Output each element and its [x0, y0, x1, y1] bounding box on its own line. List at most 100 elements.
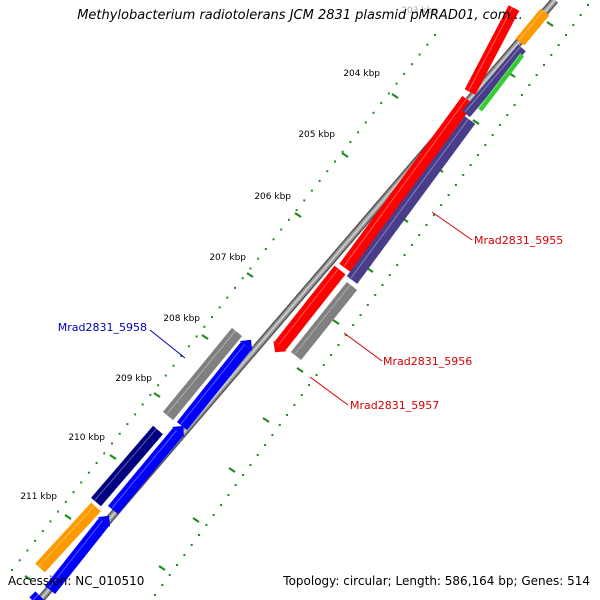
gene-highlight [478, 52, 522, 109]
gene-highlight [518, 9, 545, 41]
tick-dot [11, 569, 13, 571]
tick-dot [410, 63, 413, 66]
gene-label[interactable]: Mrad2831_5958 [58, 321, 147, 334]
gene-body [515, 8, 550, 46]
kbp-label: 205 kbp [298, 130, 335, 140]
gene-body [346, 116, 476, 284]
accession-label: Accession: NC_010510 [8, 574, 145, 588]
tick-dot [141, 403, 144, 406]
tick-dot [190, 544, 193, 546]
kbp-label: 209 kbp [115, 374, 152, 384]
tick-dot [164, 374, 167, 377]
major-ticks [24, 21, 554, 581]
tick-dot [403, 254, 406, 256]
tick-dot [387, 92, 390, 95]
gene-feature[interactable] [462, 44, 526, 118]
kbp-label: 210 kbp [68, 433, 105, 443]
kbp-label: 204 kbp [343, 69, 380, 79]
kbp-label: 203 kbp [401, 6, 438, 16]
kbp-labels: 203 kbp 204 kbp 205 kbp 206 kbp 207 kbp 208 k… [20, 6, 438, 502]
gene-highlight [468, 5, 514, 91]
tick-dot [366, 304, 369, 306]
gene-labels[interactable]: Mrad2831_5955 Mrad2831_5956 Mrad2831_5957 M… [58, 234, 563, 412]
tick-dot [18, 559, 21, 562]
major-tick [64, 514, 72, 520]
tick-dot [220, 504, 223, 506]
gene-label[interactable]: Mrad2831_5957 [350, 399, 439, 412]
gene-feature[interactable] [346, 116, 476, 284]
tick-dot [183, 554, 186, 556]
gene-feature[interactable] [162, 327, 243, 421]
major-tick [296, 367, 304, 373]
gene-feature[interactable] [478, 52, 524, 112]
major-tick [24, 575, 32, 581]
gene-feature[interactable] [339, 95, 474, 273]
tick-dot [543, 64, 545, 66]
tick-dot [218, 306, 221, 309]
tick-dot [565, 34, 567, 36]
major-tick [228, 467, 236, 473]
tick-dot [498, 124, 501, 126]
tick-dot [134, 413, 137, 416]
gene-feature[interactable] [273, 265, 346, 353]
tick-dot [359, 314, 362, 316]
gene-highlight [166, 329, 237, 415]
tick-dot [491, 134, 494, 136]
gene-label[interactable]: Mrad2831_5955 [474, 234, 563, 247]
tick-dot [287, 218, 290, 221]
gene-feature[interactable] [29, 591, 45, 600]
tick-dot [286, 414, 289, 416]
tick-dot [295, 209, 298, 212]
major-tick [192, 517, 200, 523]
gene-highlight [464, 45, 522, 113]
tick-dot [337, 344, 340, 346]
tick-dot [352, 324, 355, 326]
tick-dot [264, 248, 267, 250]
tick-dot [80, 481, 83, 484]
gene-highlight [294, 283, 352, 355]
tick-dot [364, 121, 367, 124]
gene-highlight [180, 343, 246, 425]
gene-body [462, 44, 526, 118]
tick-dot [418, 234, 421, 236]
gene-feature[interactable] [290, 281, 358, 361]
gene-feature[interactable] [35, 502, 101, 573]
gene-body [478, 53, 524, 112]
gene-feature[interactable] [464, 5, 520, 95]
tick-dot [293, 404, 296, 406]
tick-dot [126, 423, 129, 426]
gene-arrowhead [239, 339, 253, 351]
gene-feature[interactable] [176, 339, 253, 431]
tick-dot [111, 442, 113, 445]
gene-highlight [94, 427, 158, 501]
tick-dot [64, 500, 67, 503]
gene-features[interactable] [29, 5, 550, 600]
gene-feature[interactable] [108, 425, 184, 515]
tick-dot [310, 189, 313, 192]
gene-feature[interactable] [91, 425, 163, 507]
gene-body [176, 341, 252, 431]
leader-line [431, 211, 473, 241]
tick-dot [418, 53, 421, 56]
tick-dot [425, 224, 428, 226]
tick-dot [205, 524, 208, 526]
gene-highlight [38, 504, 96, 567]
gene-label[interactable]: Mrad2831_5956 [383, 355, 472, 368]
gene-arrowhead [273, 340, 287, 353]
gene-feature[interactable] [44, 515, 111, 595]
tick-dot [280, 228, 283, 231]
tick-dot [176, 564, 178, 566]
tick-dot [330, 354, 333, 356]
gene-highlight [111, 429, 178, 509]
gene-feature[interactable] [515, 8, 550, 46]
tick-dot [154, 594, 156, 596]
tick-dot [587, 4, 589, 6]
tick-dot [103, 452, 106, 455]
tick-dot [234, 484, 237, 486]
tick-dot [341, 150, 344, 153]
tick-dot [326, 170, 329, 173]
tick-dot [395, 82, 398, 85]
leader-line [149, 329, 186, 359]
tick-dot [226, 296, 229, 299]
